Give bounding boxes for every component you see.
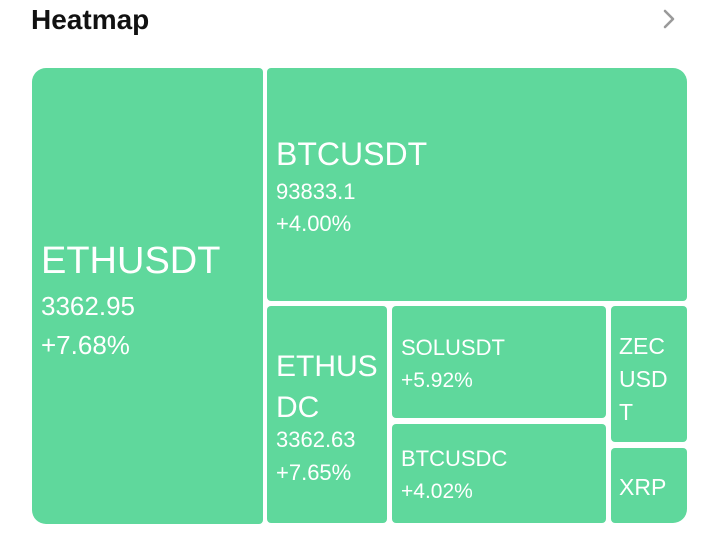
tile-price: 3362.95 [41, 291, 135, 321]
tile-symbol: ZECUSDT [619, 333, 668, 425]
heatmap-tile-ethusdt[interactable]: ETHUSDT 3362.95 +7.68% [32, 68, 263, 524]
tile-price: 93833.1 [276, 179, 356, 204]
tile-symbol: ETHUSDT [41, 240, 221, 282]
tile-change: +7.65% [276, 460, 352, 485]
heatmap-tile-solusdt[interactable]: SOLUSDT +5.92% [392, 306, 606, 418]
tile-change: +7.68% [41, 330, 130, 360]
heatmap-tile-zecusdt[interactable]: ZECUSDT [611, 306, 687, 442]
heatmap-tile-xrp[interactable]: XRP [611, 448, 687, 523]
heatmap-header: Heatmap [0, 0, 719, 50]
heatmap-tile-ethusdc[interactable]: ETHUSDC 3362.63 +7.65% [267, 306, 387, 523]
tile-symbol: ETHUSDC [276, 350, 378, 424]
tile-symbol: SOLUSDT [401, 335, 505, 360]
tile-symbol: BTCUSDC [401, 446, 508, 471]
heatmap-tile-btcusdc[interactable]: BTCUSDC +4.02% [392, 424, 606, 523]
tile-symbol: XRP [619, 474, 667, 500]
tile-change: +4.02% [401, 480, 473, 503]
chevron-right-icon[interactable] [655, 4, 683, 34]
tile-price: 3362.63 [276, 427, 356, 452]
page-title: Heatmap [31, 4, 150, 35]
tile-change: +5.92% [401, 369, 473, 392]
tile-change: +4.00% [276, 211, 352, 236]
tile-symbol: BTCUSDT [276, 136, 428, 172]
heatmap-tile-btcusdt[interactable]: BTCUSDT 93833.1 +4.00% [267, 68, 687, 301]
